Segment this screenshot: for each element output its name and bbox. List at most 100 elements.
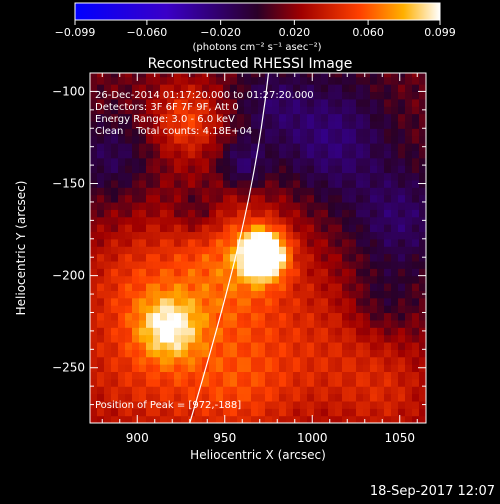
heatmap-cell — [279, 113, 287, 122]
heatmap-cell — [342, 128, 350, 137]
heatmap-cell — [153, 334, 161, 343]
heatmap-cell — [300, 341, 308, 350]
heatmap-cell — [370, 364, 378, 373]
heatmap-cell — [139, 327, 147, 336]
heatmap-cell — [97, 216, 105, 225]
heatmap-cell — [216, 319, 224, 328]
heatmap-cell — [230, 400, 238, 409]
heatmap-cell — [405, 371, 413, 380]
y-axis-ticks: −100−150−200−250 — [52, 72, 426, 406]
heatmap-cell — [230, 143, 238, 151]
heatmap-cell — [251, 334, 259, 343]
heatmap-cell — [167, 194, 175, 203]
heatmap-cell — [160, 349, 168, 358]
heatmap-cell — [230, 341, 238, 350]
heatmap-cell — [398, 157, 406, 166]
heatmap-cell — [118, 165, 126, 174]
heatmap-cell — [111, 246, 119, 255]
heatmap-cell — [272, 341, 280, 350]
heatmap-cell — [377, 209, 385, 218]
heatmap-cell — [328, 187, 336, 196]
heatmap-cell — [286, 371, 294, 380]
heatmap-cell — [328, 356, 336, 365]
heatmap-cell — [293, 150, 301, 159]
heatmap-cell — [188, 172, 196, 181]
heatmap-cell — [349, 283, 357, 291]
heatmap-cell — [132, 246, 140, 255]
heatmap-cell — [377, 393, 385, 402]
heatmap-cell — [153, 408, 161, 417]
heatmap-cell — [153, 91, 161, 100]
heatmap-cell — [181, 283, 189, 291]
heatmap-cell — [349, 194, 357, 203]
heatmap-cell — [132, 157, 140, 166]
heatmap-cell — [412, 179, 420, 188]
heatmap-cell — [321, 91, 329, 100]
heatmap-cell — [391, 260, 399, 269]
heatmap-cell — [377, 238, 385, 247]
heatmap-cell — [314, 113, 322, 122]
heatmap-cell — [237, 172, 245, 181]
heatmap-cell — [125, 238, 133, 247]
heatmap-cell — [153, 201, 161, 210]
heatmap-cell — [139, 268, 147, 277]
heatmap-cell — [391, 135, 399, 144]
heatmap-cell — [377, 334, 385, 343]
heatmap-cell — [195, 98, 203, 107]
heatmap-cell — [244, 157, 252, 166]
heatmap-cell — [195, 297, 203, 306]
heatmap-cell — [202, 135, 210, 144]
heatmap-cell — [384, 305, 392, 314]
heatmap-cell — [216, 364, 224, 373]
heatmap-cell — [314, 73, 322, 78]
heatmap-cell — [377, 260, 385, 269]
heatmap-cell — [335, 408, 343, 417]
solar-limb — [189, 73, 270, 423]
heatmap-cell — [391, 187, 399, 196]
heatmap-cell — [314, 408, 322, 417]
heatmap-cell — [363, 238, 371, 247]
heatmap-cell — [181, 275, 189, 284]
heatmap-cell — [216, 135, 224, 144]
heatmap-cell — [146, 260, 154, 269]
heatmap-cell — [419, 157, 426, 166]
heatmap-cell — [265, 334, 273, 343]
heatmap-cell — [391, 334, 399, 343]
heatmap-cell — [342, 113, 350, 122]
heatmap-cell — [195, 283, 203, 291]
heatmap-cell — [398, 415, 406, 423]
heatmap-cell — [349, 378, 357, 387]
heatmap-cell — [174, 290, 182, 299]
heatmap-cell — [384, 386, 392, 395]
heatmap-cell — [370, 334, 378, 343]
heatmap-cell — [160, 157, 168, 166]
heatmap-cell — [307, 305, 315, 314]
heatmap-cell — [356, 400, 364, 409]
heatmap-cell — [328, 364, 336, 373]
heatmap-cell — [363, 371, 371, 380]
heatmap-cell — [314, 415, 322, 423]
heatmap-cell — [216, 172, 224, 181]
heatmap-cell — [265, 143, 273, 151]
heatmap-cell — [314, 194, 322, 203]
heatmap-cell — [349, 165, 357, 174]
heatmap-cell — [286, 415, 294, 423]
heatmap-cell — [356, 334, 364, 343]
heatmap-cell — [384, 393, 392, 402]
heatmap-cell — [356, 386, 364, 395]
heatmap-cell — [125, 73, 133, 78]
heatmap-cell — [181, 393, 189, 402]
heatmap-cell — [349, 290, 357, 299]
heatmap-cell — [230, 179, 238, 188]
heatmap-cell — [174, 275, 182, 284]
heatmap-cell — [125, 128, 133, 137]
heatmap-cell — [160, 194, 168, 203]
heatmap-cell — [167, 341, 175, 350]
heatmap-cell — [300, 224, 308, 233]
heatmap-cell — [370, 187, 378, 196]
heatmap-cell — [139, 113, 147, 122]
heatmap-cell — [265, 201, 273, 210]
heatmap-cell — [286, 143, 294, 151]
heatmap-cell — [377, 312, 385, 321]
heatmap-cell — [251, 76, 259, 85]
